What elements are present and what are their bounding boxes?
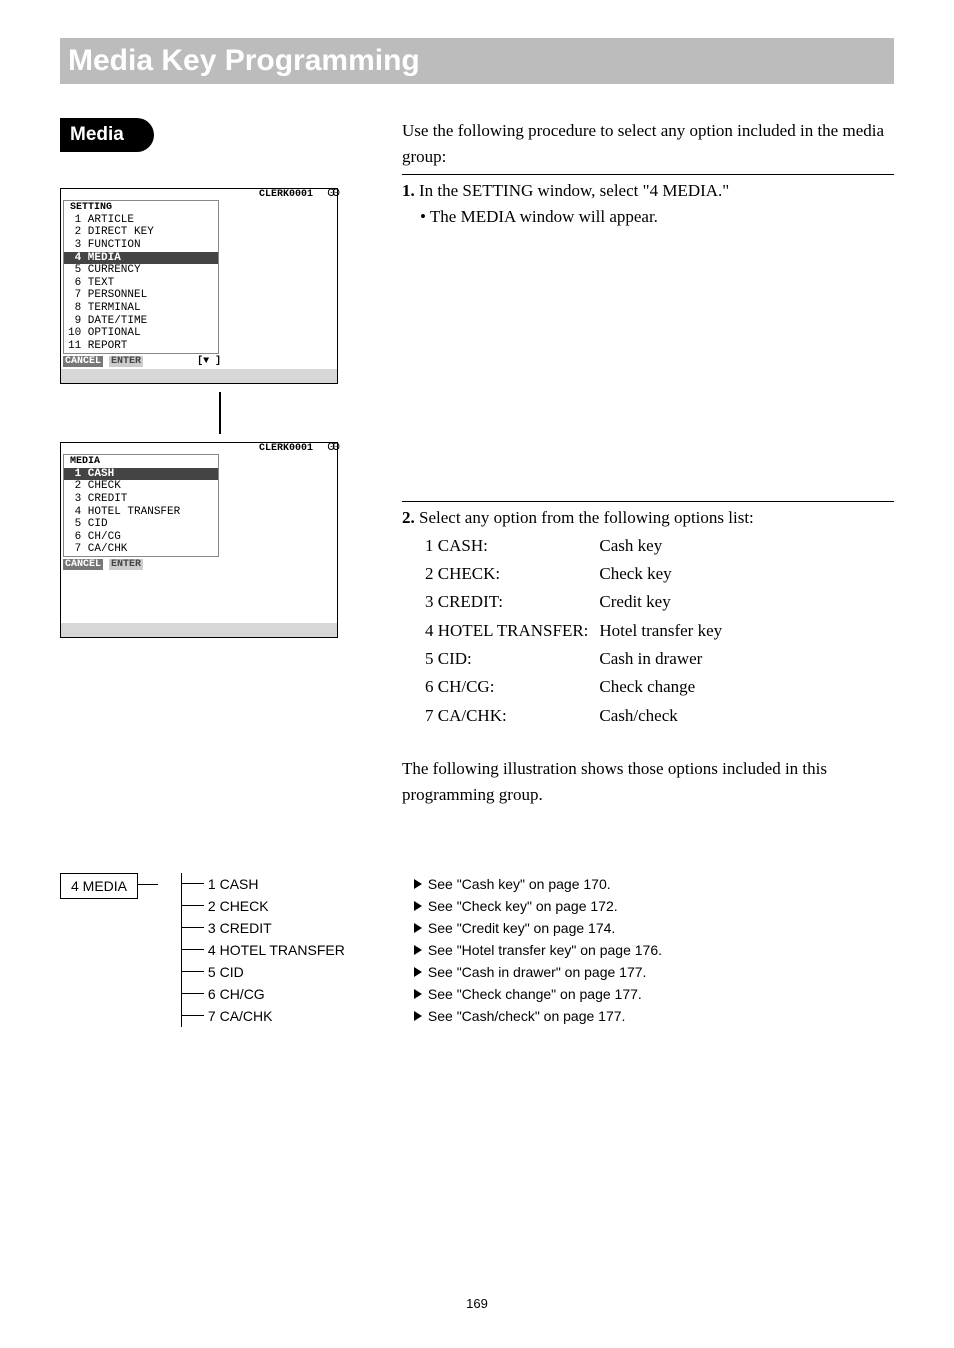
menu-item[interactable]: 11 REPORT [64, 340, 218, 353]
tree-arrow-icon [414, 1011, 422, 1021]
enter-button-2[interactable]: ENTER [109, 559, 143, 570]
opt-key: 2 CHECK: [424, 560, 598, 588]
setting-window-title: SETTING [68, 202, 114, 214]
tree-row: 5 CID See "Cash in drawer" on page 177. [182, 961, 662, 983]
menu-item[interactable]: 3 FUNCTION [64, 239, 218, 252]
opt-val: Credit key [598, 588, 723, 616]
page-number: 169 [466, 1296, 488, 1311]
opt-key: 5 CID: [424, 645, 598, 673]
opt-val: Cash/check [598, 702, 723, 730]
menu-item[interactable]: 2 CHECK [64, 480, 218, 493]
options-table: 1 CASH:Cash key2 CHECK:Check key3 CREDIT… [424, 532, 723, 730]
opt-key: 4 HOTEL TRANSFER: [424, 617, 598, 645]
menu-item[interactable]: 1 ARTICLE [64, 214, 218, 227]
menu-item[interactable]: 7 PERSONNEL [64, 289, 218, 302]
section-header-title: Media Key Programming [68, 44, 420, 78]
menu-item[interactable]: 4 HOTEL TRANSFER [64, 506, 218, 519]
cancel-button[interactable]: CANCEL [63, 356, 103, 367]
opt-val: Cash key [598, 532, 723, 560]
menu-item[interactable]: 3 CREDIT [64, 493, 218, 506]
tree-row: 3 CREDIT See "Credit key" on page 174. [182, 917, 662, 939]
down-indicator: [▼ ] [197, 356, 221, 367]
menu-item[interactable]: 4 MEDIA [64, 252, 218, 265]
tree-arrow-icon [414, 967, 422, 977]
tree-left: 2 CHECK [208, 898, 408, 914]
intro-text: Use the following procedure to select an… [402, 118, 894, 171]
opt-key: 6 CH/CG: [424, 673, 598, 701]
tree-right: See "Check key" on page 172. [428, 898, 618, 914]
enter-button[interactable]: ENTER [109, 356, 143, 367]
tree-row: 6 CH/CG See "Check change" on page 177. [182, 983, 662, 1005]
menu-item[interactable]: 6 CH/CG [64, 531, 218, 544]
tree-arrow-icon [414, 945, 422, 955]
menu-item[interactable]: 10 OPTIONAL [64, 327, 218, 340]
tree-right: See "Cash key" on page 170. [428, 876, 611, 892]
menu-item[interactable]: 8 TERMINAL [64, 302, 218, 315]
tree-right: See "Credit key" on page 174. [428, 920, 615, 936]
tree-arrow-icon [414, 901, 422, 911]
menu-item[interactable]: 7 CA/CHK [64, 543, 218, 556]
tree-right: See "Cash/check" on page 177. [428, 1008, 626, 1024]
menu-item[interactable]: 2 DIRECT KEY [64, 226, 218, 239]
menu-item[interactable]: 9 DATE/TIME [64, 315, 218, 328]
clerk-label: CLERK0001 [259, 189, 313, 201]
opt-key: 3 CREDIT: [424, 588, 598, 616]
lcd-footer-2 [61, 623, 337, 637]
step1-bullet: • The MEDIA window will appear. [420, 204, 894, 230]
tree-arrow-icon [414, 989, 422, 999]
tree-right: See "Hotel transfer key" on page 176. [428, 942, 662, 958]
tree-left: 1 CASH [208, 876, 408, 892]
tree-right: See "Check change" on page 177. [428, 986, 642, 1002]
tree-root: 4 MEDIA [60, 873, 138, 899]
media-pill: Media [60, 118, 154, 152]
tree-left: 4 HOTEL TRANSFER [208, 942, 408, 958]
opt-val: Cash in drawer [598, 645, 723, 673]
step1-text: In the SETTING window, select "4 MEDIA." [419, 181, 729, 200]
divider-1 [402, 174, 894, 175]
tree-left: 7 CA/CHK [208, 1008, 408, 1024]
opt-key: 1 CASH: [424, 532, 598, 560]
receipt-icons: ꙨꙨ [327, 189, 337, 201]
lcd-setting-screen: CLERK0001 ꙨꙨ SETTING 1 ARTICLE 2 DIRECT … [60, 188, 338, 384]
menu-item[interactable]: 6 TEXT [64, 277, 218, 290]
tree-left: 3 CREDIT [208, 920, 408, 936]
step2-num: 2. [402, 508, 415, 527]
arrow-down [219, 392, 221, 434]
tree-arrow-icon [414, 923, 422, 933]
step2-text: Select any option from the following opt… [419, 508, 754, 527]
tree-left: 6 CH/CG [208, 986, 408, 1002]
menu-item[interactable]: 5 CID [64, 518, 218, 531]
receipt-icons-2: ꙨꙨ [327, 443, 337, 455]
tree-row: 4 HOTEL TRANSFER See "Hotel transfer key"… [182, 939, 662, 961]
menu-item[interactable]: 1 CASH [64, 468, 218, 481]
cancel-button-2[interactable]: CANCEL [63, 559, 103, 570]
lcd-footer [61, 369, 337, 383]
opt-val: Hotel transfer key [598, 617, 723, 645]
option-tree: 4 MEDIA 1 CASH See "Cash key" on page 170… [60, 873, 894, 1027]
tree-arrow-icon [414, 879, 422, 889]
tree-row: 7 CA/CHK See "Cash/check" on page 177. [182, 1005, 662, 1027]
divider-2 [402, 501, 894, 502]
tree-right: See "Cash in drawer" on page 177. [428, 964, 647, 980]
tail-text: The following illustration shows those o… [402, 756, 894, 809]
tree-row: 1 CASH See "Cash key" on page 170. [182, 873, 662, 895]
clerk-label-2: CLERK0001 [259, 443, 313, 455]
tree-row: 2 CHECK See "Check key" on page 172. [182, 895, 662, 917]
section-header-bar: Media Key Programming [60, 38, 894, 84]
tree-left: 5 CID [208, 964, 408, 980]
media-window-title: MEDIA [68, 456, 102, 468]
step1-num: 1. [402, 181, 415, 200]
menu-item[interactable]: 5 CURRENCY [64, 264, 218, 277]
opt-val: Check key [598, 560, 723, 588]
opt-key: 7 CA/CHK: [424, 702, 598, 730]
opt-val: Check change [598, 673, 723, 701]
lcd-media-screen: CLERK0001 ꙨꙨ MEDIA 1 CASH 2 CHECK 3 CRED… [60, 442, 338, 638]
